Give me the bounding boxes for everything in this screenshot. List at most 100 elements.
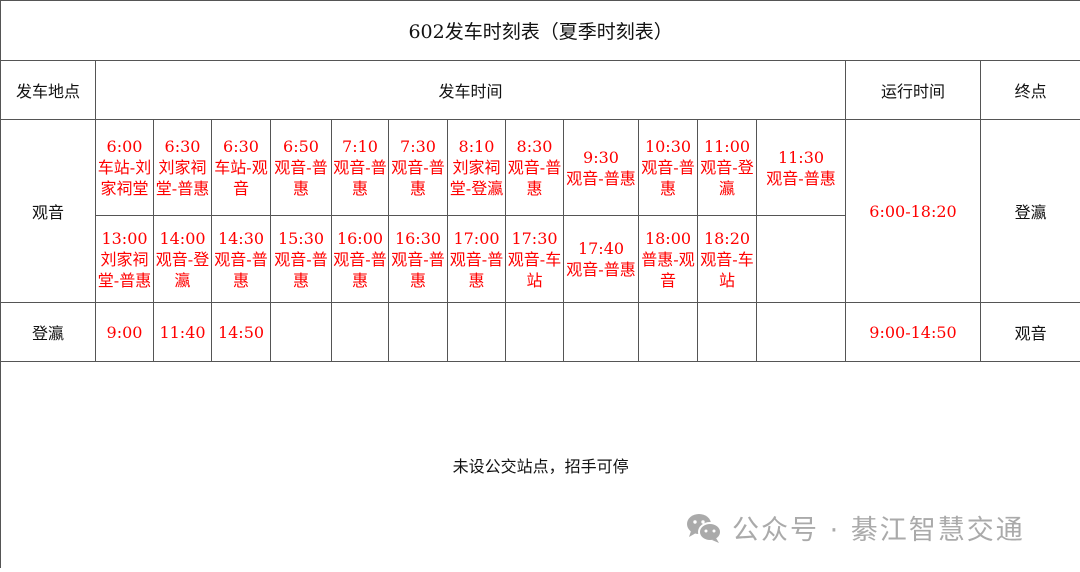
departure-time: 6:30	[223, 137, 259, 156]
departure-route: 观音-普惠	[449, 249, 504, 290]
departure-time: 16:00	[336, 228, 384, 248]
departure-time: 9:00	[106, 322, 143, 342]
departure-cell: 6:30 车站-观音	[211, 119, 271, 216]
operating-time-cell: 6:00-18:20	[845, 119, 981, 303]
departure-cell: 7:10 观音-普惠	[331, 119, 389, 216]
timetable-row: 登瀛 9:00 11:40 14:50 9:00-14:50 观音	[0, 302, 1080, 362]
departure-cell: 11:40	[153, 302, 212, 362]
departure-cell: 8:30 观音-普惠	[505, 119, 564, 216]
departure-route: 观音-普惠	[566, 260, 636, 279]
departure-route: 观音-普惠	[566, 168, 636, 188]
departure-cell: 17:30 观音-车站	[505, 215, 564, 303]
header-terminus: 终点	[979, 60, 1080, 120]
departure-cell: 17:40 观音-普惠	[563, 215, 639, 303]
departure-cell	[697, 302, 757, 362]
departure-cell: 6:50 观音-普惠	[270, 119, 332, 216]
watermark: 公众号 · 綦江智慧交通	[686, 508, 1025, 547]
departure-route: 观音-普惠	[641, 158, 695, 198]
header-departure: 发车时间	[95, 60, 846, 120]
note-row: 未设公交站点，招手可停	[0, 361, 1080, 568]
departure-cell: 14:30 观音-普惠	[211, 215, 271, 303]
header-origin: 发车地点	[0, 60, 96, 120]
origin-cell: 登瀛	[0, 302, 96, 362]
operating-time-cell: 9:00-14:50	[845, 302, 981, 362]
departure-cell	[270, 302, 332, 362]
origin-cell: 观音	[0, 119, 96, 303]
departure-route: 观音-普惠	[274, 158, 328, 198]
departure-cell	[756, 215, 846, 303]
departure-time: 8:10	[458, 137, 495, 156]
departure-cell: 11:30 观音-普惠	[756, 119, 846, 216]
departure-route: 观音-普惠	[391, 249, 445, 290]
watermark-text: 公众号 · 綦江智慧交通	[732, 515, 1025, 546]
departure-time: 17:00	[453, 228, 500, 248]
departure-cell: 11:00 观音-登瀛	[697, 119, 757, 216]
departure-route: 刘家祠堂-普惠	[97, 249, 152, 290]
wechat-icon	[687, 513, 722, 543]
departure-time: 14:00	[159, 228, 206, 248]
departure-cell: 16:00 观音-普惠	[331, 215, 389, 303]
departure-route: 普惠-观音	[641, 249, 695, 290]
departure-route: 刘家祠堂-登瀛	[449, 158, 504, 198]
terminus-cell: 登瀛	[979, 119, 1080, 303]
departure-cell: 18:00 普惠-观音	[638, 215, 698, 303]
departure-route: 观音-普惠	[766, 168, 836, 188]
departure-route: 观音-普惠	[333, 158, 387, 198]
departure-cell	[331, 302, 389, 362]
departure-time: 11:30	[777, 147, 825, 167]
departure-cell: 8:10 刘家祠堂-登瀛	[447, 119, 506, 216]
departure-time: 18:20	[703, 228, 751, 248]
departure-time: 14:50	[217, 322, 265, 342]
departure-time: 15:30	[277, 228, 325, 248]
departure-route: 观音-登瀛	[155, 249, 210, 290]
departure-cell	[638, 302, 698, 362]
departure-time: 11:00	[703, 137, 751, 156]
departure-time: 9:30	[583, 147, 619, 167]
timetable-row: 13:00 刘家祠堂-普惠 14:00 观音-登瀛 14:30 观音-普惠 15:30 观音-…	[1, 215, 1080, 303]
header-operating: 运行时间	[845, 60, 981, 120]
departure-cell: 13:00 刘家祠堂-普惠	[95, 215, 154, 303]
departure-route: 观音-登瀛	[700, 158, 754, 198]
departure-time: 6:50	[283, 137, 319, 156]
departure-cell	[388, 302, 448, 362]
departure-time: 7:10	[342, 137, 378, 156]
departure-cell: 16:30 观音-普惠	[388, 215, 448, 303]
departure-route: 观音-普惠	[274, 249, 328, 290]
departure-time: 17:30	[511, 228, 558, 248]
departure-route: 刘家祠堂-普惠	[155, 158, 210, 198]
departure-cell: 17:00 观音-普惠	[447, 215, 506, 303]
departure-time: 7:30	[400, 137, 436, 156]
departure-cell	[447, 302, 506, 362]
departure-cell: 7:30 观音-普惠	[388, 119, 448, 216]
departure-route: 观音-车站	[700, 249, 754, 290]
departure-time: 17:40	[577, 239, 625, 258]
departure-route: 观音-普惠	[214, 249, 268, 290]
departure-time: 6:00	[106, 137, 143, 156]
departure-route: 车站-观音	[214, 158, 268, 198]
departure-route: 观音-普惠	[333, 249, 387, 290]
departure-route: 观音-普惠	[391, 158, 445, 198]
timetable-row: 观音 6:00 车站-刘家祠堂 6:30 刘家祠堂-普惠 6:30 车站-观音 6:50 观音-…	[0, 119, 1080, 303]
departure-route: 观音-车站	[507, 249, 562, 290]
departure-time: 16:30	[394, 228, 442, 248]
departure-cell: 18:20 观音-车站	[697, 215, 757, 303]
departure-time: 13:00	[101, 228, 148, 248]
departure-cell: 10:30 观音-普惠	[638, 119, 698, 216]
departure-cell: 9:00	[95, 302, 154, 362]
departure-time: 6:30	[164, 137, 201, 156]
departure-time: 11:40	[159, 322, 206, 342]
departure-route: 车站-刘家祠堂	[97, 158, 152, 198]
departure-cell	[756, 302, 846, 362]
departure-route: 观音-普惠	[507, 158, 562, 198]
departure-cell: 14:50	[211, 302, 271, 362]
departure-time: 14:30	[217, 228, 265, 248]
page-title: 602发车时刻表（夏季时刻表）	[0, 0, 1080, 61]
departure-cell	[505, 302, 564, 362]
departure-cell: 6:30 刘家祠堂-普惠	[153, 119, 212, 216]
terminus-cell: 观音	[979, 302, 1080, 362]
departure-time: 10:30	[644, 137, 692, 156]
note-text: 未设公交站点，招手可停	[0, 361, 1080, 568]
departure-cell: 6:00 车站-刘家祠堂	[95, 119, 154, 216]
departure-cell	[563, 302, 639, 362]
